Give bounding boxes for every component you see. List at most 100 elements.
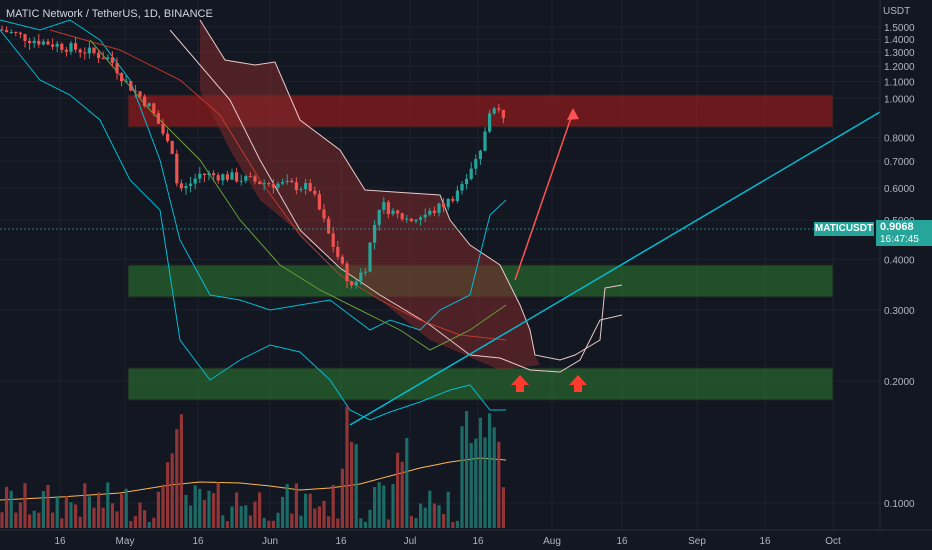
bollinger-upper [0, 19, 507, 331]
volume-bar [350, 441, 354, 528]
candle-body [455, 190, 459, 201]
time-tick-label: 16 [335, 536, 347, 547]
time-axis[interactable]: 16 May 16 Jun 16 Jul 16 Aug 16 Sep 16 Oct [54, 536, 841, 547]
volume-bar [396, 452, 400, 528]
candle-body [350, 281, 354, 286]
candle-body [18, 32, 22, 35]
candle-body [336, 246, 340, 257]
volume-bar [0, 512, 4, 528]
volume-bar [377, 482, 381, 528]
volume-bar [465, 411, 469, 528]
candle-body [0, 29, 4, 31]
candle-body [189, 183, 193, 187]
volume-bar [451, 521, 455, 528]
candle-body [69, 43, 73, 52]
volume-bar [400, 461, 404, 528]
candle-body [101, 58, 105, 60]
candle-body [221, 174, 225, 181]
volume-bar [281, 496, 285, 528]
volume-bar [290, 513, 294, 528]
arrow-up-small-1[interactable] [511, 375, 529, 392]
volume-bar [202, 499, 206, 528]
volume-bar [483, 437, 487, 528]
volume-bar [198, 488, 202, 528]
time-tick-label: Aug [543, 536, 561, 547]
candle-body [373, 224, 377, 243]
volume-bar [115, 511, 119, 528]
candle-body [469, 168, 473, 179]
volume-bar [78, 516, 82, 528]
trendline[interactable] [349, 111, 881, 426]
candle-body [377, 209, 381, 225]
price-tick-label: 0.6000 [884, 184, 915, 195]
candle-body [340, 256, 344, 264]
candle-body [488, 113, 492, 132]
support-zone-lower[interactable] [127, 367, 834, 401]
volume-bar [322, 500, 326, 528]
price-tick-label: 0.7000 [884, 157, 915, 168]
candle-body [193, 178, 197, 184]
candle-body [359, 272, 363, 282]
candle-body [391, 210, 395, 214]
ichimoku-cloud [200, 20, 540, 370]
volume-bar [501, 487, 505, 528]
volume-bar [110, 503, 114, 528]
volume-bar [18, 502, 22, 528]
volume-bar [340, 468, 344, 528]
volume-bar [106, 482, 110, 528]
volume-bar [221, 515, 225, 528]
volume-bar [267, 520, 271, 528]
candle-body [322, 209, 326, 219]
volume-bar [74, 504, 78, 528]
volume-bar [51, 512, 55, 528]
volume-bar [446, 491, 450, 528]
candle-body [327, 218, 331, 234]
candle-body [179, 183, 183, 189]
volume-bar [230, 506, 234, 528]
cloud-line-upper [199, 19, 623, 361]
candle-body [465, 178, 469, 185]
volume-bar [299, 515, 303, 528]
time-tick-label: Jun [262, 536, 278, 547]
moving-average-red [49, 29, 507, 341]
candle-body [235, 172, 239, 182]
volume-bar [414, 517, 418, 528]
volume-ma [0, 457, 507, 501]
candle-body [474, 159, 478, 169]
candle-body [55, 43, 59, 47]
candle-body [414, 219, 418, 222]
candle-body [253, 176, 257, 182]
arrow-up-small-2[interactable] [569, 375, 587, 392]
volume-bar [239, 506, 243, 528]
time-tick-label: Oct [825, 536, 841, 547]
volume-bar [92, 507, 96, 528]
volume-bar [32, 510, 36, 528]
time-tick-label: 16 [759, 536, 771, 547]
volume-bar [271, 520, 275, 528]
volume-bar [225, 521, 229, 528]
candle-body [83, 52, 87, 54]
candle-body [156, 113, 160, 124]
volume-bar [363, 521, 367, 528]
time-tick-label: 16 [192, 536, 204, 547]
volume-bar [460, 426, 464, 528]
candle-body [14, 32, 18, 34]
candle-body [290, 180, 294, 183]
candle-body [446, 198, 450, 208]
volume-bar [405, 438, 409, 528]
volume-bar [184, 494, 188, 528]
candle-body [368, 242, 372, 272]
volume-bar [492, 427, 496, 528]
volume-bar [442, 513, 446, 528]
candle-body [198, 173, 202, 179]
chart-title: MATIC Network / TetherUS, 1D, BINANCE [6, 8, 213, 20]
volume-bar [28, 514, 32, 528]
volume-bar [129, 521, 133, 528]
volume-bar [193, 485, 197, 528]
arrow-projection-line[interactable] [514, 111, 574, 281]
candle-body [405, 218, 409, 220]
volume-bar [9, 490, 13, 528]
price-tick-label: 1.2000 [884, 62, 915, 73]
